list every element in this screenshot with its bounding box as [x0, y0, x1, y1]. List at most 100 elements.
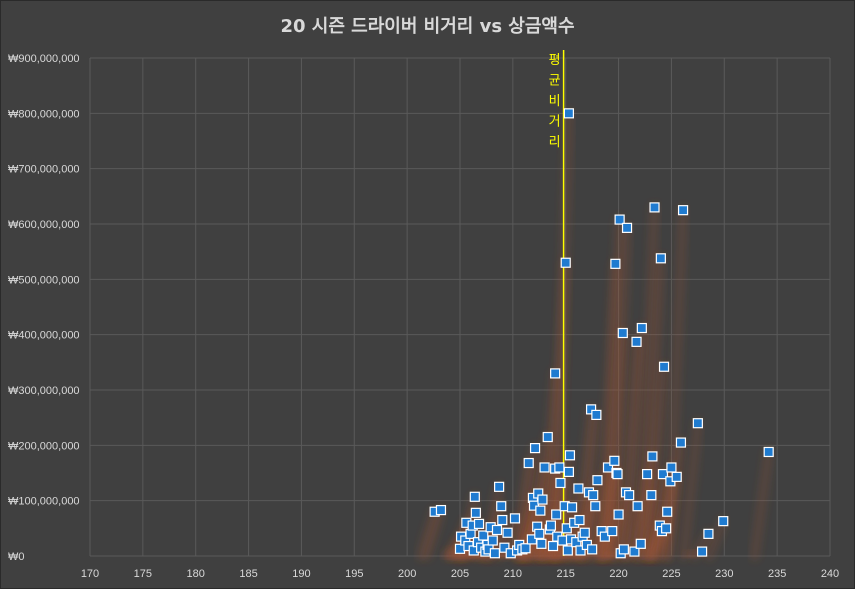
data-point — [662, 506, 673, 517]
x-tick-label: 175 — [134, 568, 152, 580]
y-tick-label: ₩700,000,000 — [8, 164, 80, 176]
data-point — [520, 543, 531, 554]
data-point — [618, 544, 629, 555]
data-point — [551, 509, 562, 520]
point-glow — [421, 505, 446, 561]
data-point — [542, 431, 553, 443]
data-point — [563, 108, 574, 119]
data-point — [563, 466, 574, 477]
data-point — [613, 509, 624, 520]
data-point — [547, 540, 559, 552]
data-point — [677, 205, 689, 216]
x-tick-label: 205 — [451, 568, 469, 580]
data-point — [646, 490, 657, 501]
data-point — [579, 527, 590, 538]
data-point — [494, 481, 505, 492]
point-glow — [749, 446, 774, 561]
data-point — [575, 545, 586, 556]
data-point — [592, 475, 603, 486]
x-tick-label: 195 — [345, 568, 363, 580]
data-point — [536, 538, 547, 549]
data-point — [560, 257, 571, 268]
data-point — [703, 528, 714, 539]
data-point — [554, 462, 565, 473]
data-point — [562, 545, 573, 556]
x-tick-label: 215 — [557, 568, 575, 580]
data-point — [539, 462, 550, 473]
y-tick-label: ₩300,000,000 — [8, 385, 80, 397]
data-point — [629, 546, 640, 557]
data-point — [621, 222, 633, 233]
data-point — [632, 501, 643, 512]
y-tick-label: ₩400,000,000 — [8, 330, 80, 342]
x-tick-label: 170 — [81, 568, 99, 580]
data-point — [585, 404, 597, 415]
x-tick-label: 240 — [821, 568, 839, 580]
data-point — [496, 501, 507, 512]
data-point — [599, 531, 610, 542]
y-tick-label: ₩100,000,000 — [8, 496, 80, 508]
data-point — [661, 523, 672, 534]
data-point — [696, 546, 708, 557]
data-point — [631, 336, 642, 347]
data-point — [561, 523, 572, 534]
point-glow — [664, 205, 689, 561]
data-point — [537, 494, 548, 505]
data-point — [454, 543, 466, 554]
data-point — [497, 514, 508, 526]
data-point — [692, 418, 703, 429]
data-point — [545, 520, 557, 531]
x-tick-label: 230 — [715, 568, 733, 580]
data-point — [523, 457, 534, 469]
data-point — [509, 513, 521, 524]
point-glow — [622, 323, 647, 561]
y-tick-label: ₩900,000,000 — [8, 53, 80, 65]
data-point — [617, 327, 628, 339]
data-point — [591, 409, 602, 420]
y-tick-label: ₩600,000,000 — [8, 219, 80, 231]
data-point — [564, 450, 576, 461]
data-point — [718, 516, 729, 527]
data-point — [489, 548, 500, 559]
data-point — [550, 368, 561, 379]
data-point — [502, 527, 513, 538]
point-glow — [415, 506, 440, 561]
data-point — [763, 446, 774, 458]
data-point — [609, 455, 620, 466]
data-point — [657, 469, 669, 480]
data-point — [642, 469, 653, 480]
data-point — [465, 528, 476, 539]
grid-lines — [89, 57, 831, 557]
data-point — [647, 451, 658, 462]
data-point — [529, 443, 541, 454]
data-point — [590, 501, 601, 512]
data-point — [534, 528, 545, 539]
y-tick-label: ₩200,000,000 — [8, 440, 80, 452]
x-tick-label: 180 — [187, 568, 205, 580]
data-point — [557, 535, 568, 546]
data-point — [588, 490, 599, 501]
data-point — [566, 502, 578, 513]
x-tick-label: 185 — [239, 568, 257, 580]
data-point — [607, 525, 618, 537]
data-point — [469, 491, 480, 502]
data-point — [491, 524, 503, 536]
data-point — [478, 530, 489, 541]
data-point — [635, 538, 646, 549]
data-point — [610, 258, 621, 269]
y-tick-label: ₩500,000,000 — [8, 274, 80, 286]
data-point — [535, 505, 546, 516]
point-glow — [635, 202, 660, 561]
data-point — [573, 483, 584, 494]
data-point — [675, 437, 687, 448]
data-point — [435, 504, 447, 516]
y-tick-label: ₩800,000,000 — [8, 108, 80, 120]
data-point — [614, 214, 625, 225]
data-point — [574, 514, 585, 526]
data-point — [649, 202, 660, 213]
point-glow — [704, 516, 729, 561]
data-point — [636, 322, 647, 334]
x-tick-label: 235 — [768, 568, 786, 580]
